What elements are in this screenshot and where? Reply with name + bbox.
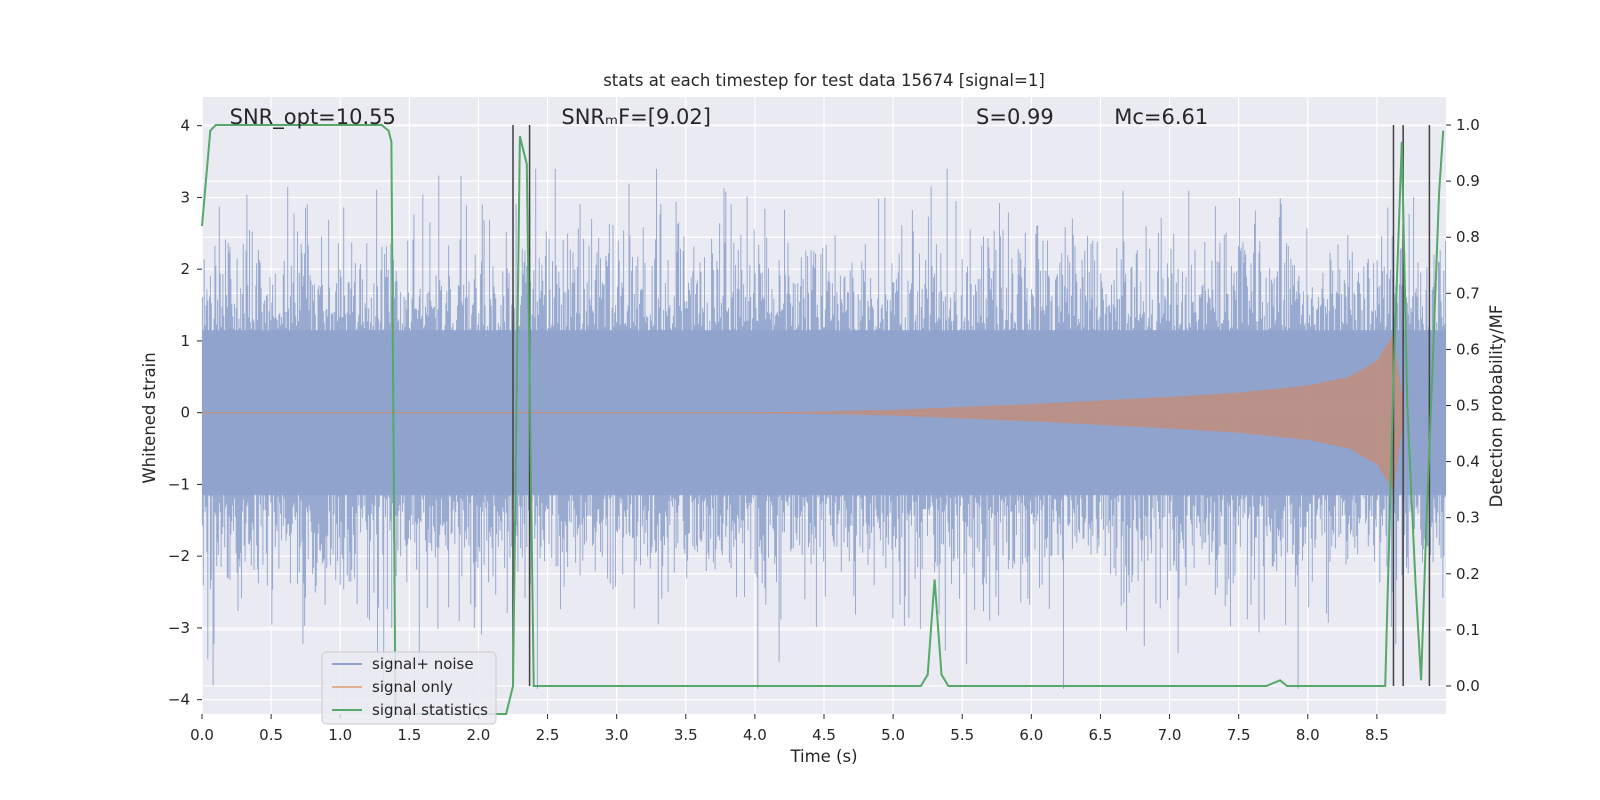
y-left-tick-label: 3 (180, 188, 190, 206)
legend-label-signal: signal only (372, 678, 453, 696)
signal-statistics-series (201, 124, 1445, 715)
x-tick-label: 7.0 (1158, 726, 1182, 744)
annotation-3: Mᴄ=6.61 (1114, 105, 1208, 129)
y-axis-title-right: Detection probability/MF (1487, 305, 1506, 508)
signal-chirp-envelope (202, 333, 1446, 492)
y-left-tick-label: 2 (180, 260, 190, 278)
y-left-tick-label: −3 (168, 619, 190, 637)
signal-statistics-line (201, 124, 1445, 715)
x-tick-label: 6.5 (1089, 726, 1113, 744)
x-tick-label: 6.0 (1019, 726, 1043, 744)
y-right-tick-label: 1.0 (1456, 116, 1480, 134)
x-tick-label: 5.5 (950, 726, 974, 744)
y-right-tick-label: 0.8 (1456, 228, 1480, 246)
x-tick-label: 0.0 (190, 726, 214, 744)
y-left-tick-label: −1 (168, 475, 190, 493)
y-right-tick-label: 0.4 (1456, 453, 1480, 471)
y-right-tick-label: 0.7 (1456, 284, 1480, 302)
x-tick-label: 3.5 (674, 726, 698, 744)
annotations: SNR_opt=10.55 SNRₘF=[9.02] S=0.99 Mᴄ=6.61 (230, 105, 1209, 130)
x-axis-title: Time (s) (789, 747, 857, 766)
x-tick-label: 4.0 (743, 726, 767, 744)
x-tick-label: 2.0 (467, 726, 491, 744)
legend-label-stats: signal statistics (372, 701, 488, 719)
y-right-tick-label: 0.0 (1456, 677, 1480, 695)
legend: signal+ noise signal only signal statist… (321, 651, 497, 725)
legend-box (321, 651, 497, 725)
x-tick-label: 1.0 (328, 726, 352, 744)
x-tick-label: 8.0 (1296, 726, 1320, 744)
x-tick-label: 1.5 (397, 726, 421, 744)
y-left-tick-label: 1 (180, 332, 190, 350)
y-left-tick-label: −2 (168, 547, 190, 565)
x-tick-label: 3.0 (605, 726, 629, 744)
annotation-0: SNR_opt=10.55 (230, 105, 396, 130)
x-tick-label: 8.5 (1365, 726, 1389, 744)
legend-label-noise: signal+ noise (372, 655, 474, 673)
annotation-2: S=0.99 (976, 105, 1054, 129)
chart-title: stats at each timestep for test data 156… (603, 71, 1045, 90)
y-axis-title-left: Whitened strain (140, 352, 159, 483)
x-tick-label: 7.5 (1227, 726, 1251, 744)
x-tick-label: 0.5 (259, 726, 283, 744)
y-left-tick-label: 0 (180, 404, 190, 422)
y-right-tick-label: 0.1 (1456, 621, 1480, 639)
x-tick-label: 5.0 (881, 726, 905, 744)
y-right-tick-label: 0.5 (1456, 397, 1480, 415)
y-right-tick-label: 0.3 (1456, 509, 1480, 527)
ticks: 0.0 0.5 1.0 1.5 2.0 2.5 3.0 3.5 4.0 4.5 5.0 5.5 6.0 6… (168, 116, 1480, 744)
y-right-tick-label: 0.6 (1456, 340, 1480, 358)
y-right-tick-label: 0.9 (1456, 172, 1480, 190)
x-tick-label: 4.5 (812, 726, 836, 744)
x-tick-label: 2.5 (536, 726, 560, 744)
annotation-1: SNRₘF=[9.02] (561, 105, 711, 129)
signal-only-series (202, 333, 1446, 492)
y-left-tick-label: 4 (180, 117, 190, 135)
y-right-tick-label: 0.2 (1456, 565, 1480, 583)
y-left-tick-label: −4 (168, 691, 190, 709)
